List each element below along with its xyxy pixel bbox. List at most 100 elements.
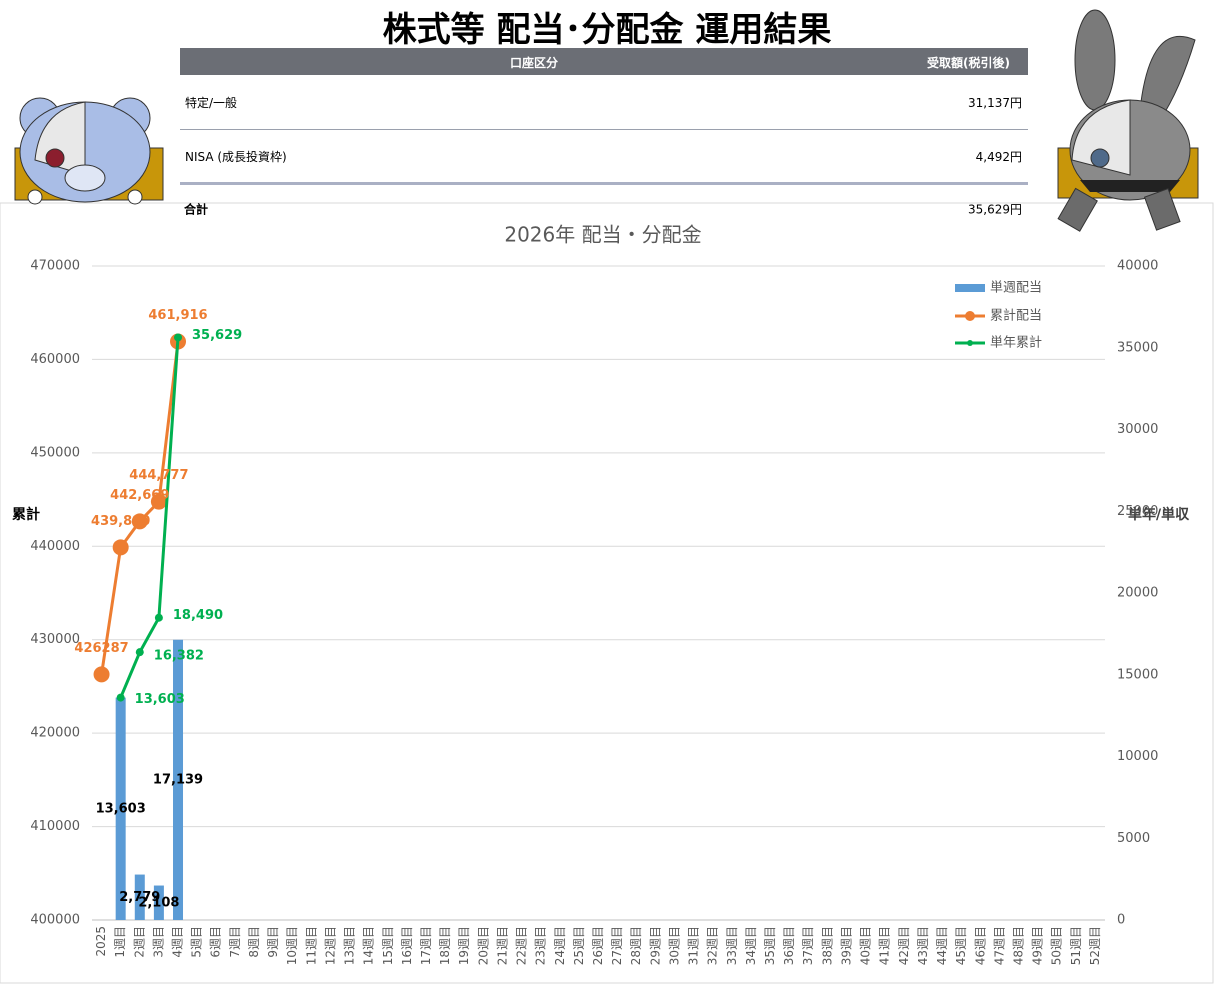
marker xyxy=(150,493,167,510)
legend-swatch xyxy=(965,311,975,321)
x-tick-label: 47週目 xyxy=(992,926,1006,965)
x-tick-label: 41週目 xyxy=(878,926,892,965)
x-tick-label: 23週目 xyxy=(534,926,548,965)
data-label: 444,777 xyxy=(129,468,188,483)
x-tick-label: 14週目 xyxy=(362,926,376,965)
x-tick-label: 10週目 xyxy=(285,926,299,965)
x-tick-label: 8週目 xyxy=(247,926,261,958)
legend-swatch xyxy=(955,284,985,292)
y2-tick-label: 40000 xyxy=(1117,259,1158,274)
data-label: 13,603 xyxy=(135,692,185,707)
x-tick-label: 16週目 xyxy=(400,926,414,965)
legend-swatch xyxy=(967,340,973,346)
x-tick-label: 31週目 xyxy=(687,926,701,965)
legend-label: 単年累計 xyxy=(990,335,1042,351)
bar xyxy=(115,697,126,920)
x-tick-label: 2025 xyxy=(94,926,108,957)
data-label: 2,779 xyxy=(119,890,160,905)
y-axis-label: 累計 xyxy=(12,506,40,523)
x-tick-label: 1週目 xyxy=(113,926,127,958)
x-tick-label: 35週目 xyxy=(763,926,777,965)
y2-tick-label: 5000 xyxy=(1117,831,1150,846)
x-tick-label: 12週目 xyxy=(323,926,337,965)
x-tick-label: 26週目 xyxy=(591,926,605,965)
data-label: 439,890 xyxy=(91,514,150,529)
chart-title: 2026年 配当・分配金 xyxy=(504,223,701,247)
row-label: NISA (成長投資枠) xyxy=(185,150,287,164)
data-label: 35,629 xyxy=(192,328,242,343)
x-tick-label: 45週目 xyxy=(954,926,968,965)
bear-mascot xyxy=(14,97,164,205)
x-tick-label: 29週目 xyxy=(648,926,662,965)
x-tick-label: 38週目 xyxy=(820,926,834,965)
x-tick-label: 18週目 xyxy=(438,926,452,965)
data-label: 16,382 xyxy=(154,649,204,664)
marker xyxy=(154,613,163,622)
data-label: 442,669 xyxy=(110,488,169,503)
x-tick-label: 49週目 xyxy=(1031,926,1045,965)
y2-tick-label: 20000 xyxy=(1117,586,1158,601)
bar xyxy=(153,885,164,920)
marker xyxy=(112,539,129,556)
y2-tick-label: 35000 xyxy=(1117,340,1158,355)
legend-label: 累計配当 xyxy=(990,308,1042,324)
x-tick-label: 51週目 xyxy=(1069,926,1083,965)
table-header xyxy=(180,48,1028,75)
data-label: 18,490 xyxy=(173,608,223,623)
x-tick-label: 5週目 xyxy=(190,926,204,958)
y-tick-label: 410000 xyxy=(30,819,80,834)
x-tick-label: 21週目 xyxy=(495,926,509,965)
x-tick-label: 42週目 xyxy=(897,926,911,965)
data-label: 2,108 xyxy=(138,895,179,910)
x-tick-label: 34週目 xyxy=(744,926,758,965)
x-tick-label: 24週目 xyxy=(553,926,567,965)
marker xyxy=(93,666,110,683)
x-tick-label: 30週目 xyxy=(667,926,681,965)
y-tick-label: 430000 xyxy=(30,632,80,647)
data-label: 13,603 xyxy=(96,801,146,816)
x-tick-label: 50週目 xyxy=(1050,926,1064,965)
row-label: 合計 xyxy=(184,202,208,217)
x-tick-label: 2週目 xyxy=(132,926,146,958)
data-label: 461,916 xyxy=(148,308,207,323)
x-tick-label: 28週目 xyxy=(629,926,643,965)
y2-tick-label: 25000 xyxy=(1117,504,1158,519)
x-tick-label: 9週目 xyxy=(266,926,280,958)
x-tick-label: 25週目 xyxy=(572,926,586,965)
bar xyxy=(173,639,184,920)
y-tick-label: 440000 xyxy=(30,539,80,554)
x-tick-label: 48週目 xyxy=(1011,926,1025,965)
page-title: 株式等 配当･分配金 運用結果 xyxy=(382,10,832,50)
marker xyxy=(135,648,144,657)
rabbit-mascot xyxy=(1057,9,1199,232)
x-tick-label: 40週目 xyxy=(859,926,873,965)
table: 口座区分 受取額(税引後) 特定/一般 31,137円 NISA (成長投資枠)… xyxy=(180,48,1028,223)
row-value: 35,629円 xyxy=(968,203,1022,217)
x-tick-label: 7週目 xyxy=(228,926,242,958)
marker xyxy=(174,333,183,342)
y-tick-label: 450000 xyxy=(30,445,80,460)
y-tick-label: 400000 xyxy=(30,913,80,928)
x-tick-label: 6週目 xyxy=(209,926,223,958)
x-tick-label: 52週目 xyxy=(1088,926,1102,965)
x-tick-label: 20週目 xyxy=(476,926,490,965)
y2-axis-label: 単年/単収 xyxy=(1128,506,1190,523)
x-tick-label: 44週目 xyxy=(935,926,949,965)
x-tick-label: 46週目 xyxy=(973,926,987,965)
y-tick-label: 460000 xyxy=(30,352,80,367)
x-tick-label: 3週目 xyxy=(151,926,165,958)
x-tick-label: 22週目 xyxy=(515,926,529,965)
data-label: 426287 xyxy=(74,641,128,656)
row-value: 4,492円 xyxy=(975,150,1022,164)
y-tick-label: 470000 xyxy=(30,259,80,274)
row-divider xyxy=(180,129,1028,130)
marker xyxy=(116,693,125,702)
x-tick-label: 19週目 xyxy=(457,926,471,965)
x-tick-label: 33週目 xyxy=(725,926,739,965)
data-label: 17,139 xyxy=(153,772,203,787)
row-value: 31,137円 xyxy=(968,96,1022,110)
legend-label: 単週配当 xyxy=(990,280,1042,296)
x-tick-label: 27週目 xyxy=(610,926,624,965)
